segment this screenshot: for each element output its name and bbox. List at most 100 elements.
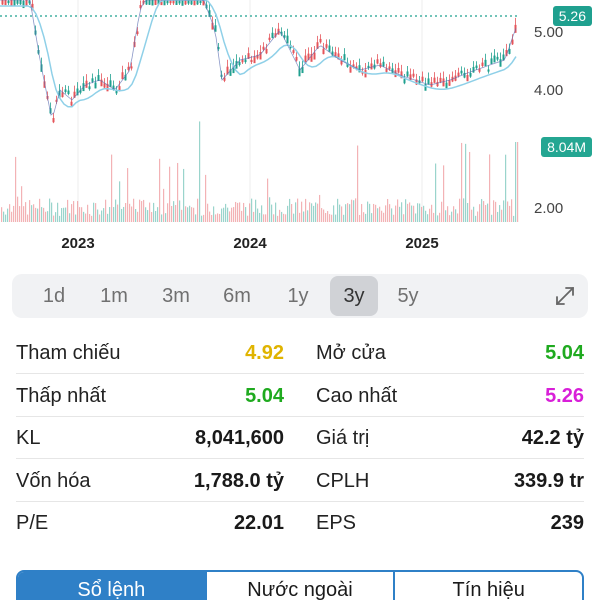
candle-body bbox=[325, 44, 328, 48]
volume-bar bbox=[305, 198, 307, 222]
volume-bar bbox=[189, 205, 191, 222]
volume-bar bbox=[23, 206, 25, 222]
candle-body bbox=[328, 45, 331, 52]
volume-bar bbox=[43, 207, 45, 222]
volume-bar bbox=[289, 198, 291, 222]
timeframe-1m[interactable]: 1m bbox=[100, 285, 128, 307]
volume-bar bbox=[359, 214, 361, 222]
candle-body bbox=[475, 65, 478, 69]
volume-bar bbox=[345, 204, 347, 222]
candle-body bbox=[136, 31, 139, 35]
volume-bar bbox=[53, 215, 55, 222]
volume-bar bbox=[505, 154, 507, 222]
volume-bar bbox=[9, 204, 11, 222]
volume-bar bbox=[203, 214, 205, 222]
volume-bar bbox=[273, 214, 275, 222]
candle-body bbox=[286, 35, 289, 44]
volume-bar bbox=[319, 194, 321, 222]
candle-body bbox=[415, 79, 418, 85]
timeframe-3y[interactable]: 3y bbox=[330, 276, 378, 316]
volume-bar bbox=[83, 211, 85, 222]
volume-bar bbox=[409, 202, 411, 222]
stat-row: Thấp nhất 5.04 Cao nhất 5.26 bbox=[0, 375, 600, 417]
volume-bar bbox=[451, 211, 453, 222]
candle-body bbox=[16, 0, 19, 4]
candle-body bbox=[412, 73, 415, 77]
candle-body bbox=[457, 72, 460, 77]
volume-bar bbox=[199, 121, 201, 222]
candle-body bbox=[343, 54, 346, 61]
candle-body bbox=[271, 32, 274, 38]
candle-body bbox=[382, 61, 385, 67]
candle-body bbox=[448, 80, 451, 86]
stat-value: 239 bbox=[550, 512, 584, 534]
candle-body bbox=[13, 0, 16, 6]
chart-canvas[interactable]: 5.00 4.00 2.00 2023 2024 2025 bbox=[0, 0, 600, 262]
volume-bar bbox=[223, 207, 225, 222]
volume-bar bbox=[317, 203, 319, 222]
volume-bar bbox=[311, 203, 313, 222]
timeframe-3m[interactable]: 3m bbox=[162, 285, 190, 307]
stat-value: 8,041,600 bbox=[195, 427, 284, 449]
candle-body bbox=[154, 0, 157, 5]
candle-body bbox=[67, 90, 70, 95]
candle-body bbox=[283, 35, 286, 38]
volume-bar bbox=[265, 214, 267, 222]
volume-bar bbox=[171, 205, 173, 222]
volume-bar bbox=[151, 211, 153, 222]
candle-body bbox=[250, 59, 253, 63]
volume-bar bbox=[473, 206, 475, 222]
volume-bar bbox=[145, 207, 147, 222]
stat-value: 5.04 bbox=[545, 342, 584, 364]
volume-bar bbox=[325, 213, 327, 222]
volume-bar bbox=[403, 214, 405, 222]
stat-label: Tham chiếu bbox=[16, 342, 121, 364]
stat-label: Vốn hóa bbox=[16, 470, 91, 492]
volume-bar bbox=[233, 207, 235, 222]
timeframe-1y[interactable]: 1y bbox=[287, 285, 309, 307]
volume-bar bbox=[457, 213, 459, 222]
tab-foreign[interactable]: Nước ngoài bbox=[207, 572, 396, 600]
timeframe-6m[interactable]: 6m bbox=[223, 285, 251, 307]
volume-bar bbox=[379, 206, 381, 222]
volume-bar bbox=[237, 202, 239, 222]
candle-body bbox=[346, 62, 349, 67]
volume-bar bbox=[17, 196, 19, 222]
volume-bar bbox=[5, 214, 7, 222]
candle-body bbox=[28, 0, 31, 4]
volume-bar bbox=[281, 211, 283, 222]
candle-body bbox=[268, 37, 271, 40]
timeframe-5y[interactable]: 5y bbox=[397, 285, 419, 307]
tab-signals[interactable]: Tín hiệu bbox=[452, 579, 525, 600]
volume-bar bbox=[393, 214, 395, 222]
volume-bar bbox=[137, 211, 139, 222]
volume-bar bbox=[131, 206, 133, 222]
price-chart[interactable]: 5.00 4.00 2.00 2023 2024 2025 5.26 8.04M bbox=[0, 0, 600, 262]
candle-body bbox=[331, 51, 334, 56]
volume-bar bbox=[315, 202, 317, 222]
volume-bar bbox=[331, 214, 333, 222]
candle-body bbox=[175, 0, 178, 5]
volume-bar bbox=[191, 207, 193, 222]
candle-body bbox=[160, 0, 163, 6]
volume-bar bbox=[241, 210, 243, 222]
volume-bar bbox=[89, 214, 91, 222]
volume-bar bbox=[399, 206, 401, 222]
volume-tag: 8.04M bbox=[541, 137, 592, 157]
volume-bar bbox=[125, 203, 127, 222]
tab-order-book[interactable]: Sổ lệnh bbox=[18, 572, 207, 600]
candle-body bbox=[496, 56, 499, 60]
candle-body bbox=[376, 59, 379, 64]
volume-bar bbox=[251, 198, 253, 222]
stat-row: Tham chiếu 4.92 Mở cửa 5.04 bbox=[0, 332, 600, 374]
volume-bar bbox=[113, 207, 115, 222]
candle-body bbox=[61, 92, 64, 98]
volume-bar bbox=[277, 215, 279, 222]
candle-body bbox=[118, 86, 121, 92]
candle-body bbox=[298, 68, 301, 77]
expand-icon[interactable] bbox=[554, 285, 576, 307]
timeframe-1d[interactable]: 1d bbox=[42, 285, 66, 307]
candle-body bbox=[7, 0, 10, 4]
volume-bar bbox=[47, 211, 49, 222]
row-divider bbox=[16, 501, 584, 502]
